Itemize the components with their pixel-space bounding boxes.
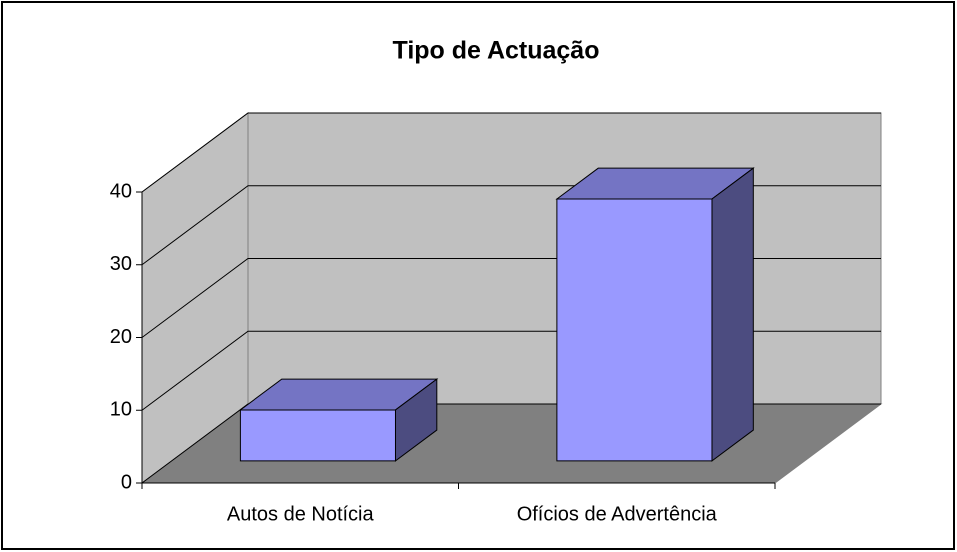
y-tick-label: 40 bbox=[110, 180, 132, 202]
y-tick-label: 10 bbox=[110, 399, 132, 421]
x-tick-label: Autos de Notícia bbox=[227, 503, 375, 525]
y-tick-label: 0 bbox=[121, 471, 132, 493]
x-tick-label: Ofícios de Advertência bbox=[517, 503, 718, 525]
chart-title: Tipo de Actuação bbox=[393, 37, 600, 65]
y-tick-label: 20 bbox=[110, 326, 132, 348]
bar bbox=[556, 198, 713, 462]
y-tick-label: 30 bbox=[110, 253, 132, 275]
bar-side bbox=[711, 167, 754, 462]
bar bbox=[239, 409, 396, 462]
grid-line bbox=[141, 112, 881, 193]
